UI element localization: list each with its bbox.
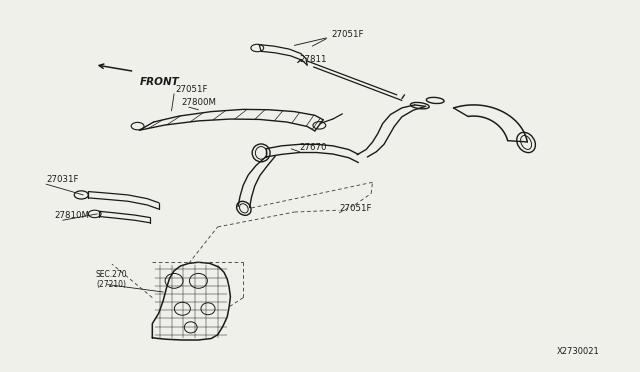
Text: 27810M: 27810M bbox=[54, 211, 90, 220]
Text: 27051F: 27051F bbox=[339, 204, 372, 213]
Text: 27051F: 27051F bbox=[332, 30, 364, 39]
Text: 27811: 27811 bbox=[300, 55, 327, 64]
Text: 27670: 27670 bbox=[300, 143, 327, 152]
Text: X2730021: X2730021 bbox=[557, 347, 600, 356]
Text: 27031F: 27031F bbox=[46, 175, 79, 184]
Text: FRONT: FRONT bbox=[140, 77, 179, 87]
Text: SEC.270
(27210): SEC.270 (27210) bbox=[96, 270, 127, 289]
Text: 27800M: 27800M bbox=[181, 98, 216, 107]
Text: 27051F: 27051F bbox=[175, 85, 208, 94]
